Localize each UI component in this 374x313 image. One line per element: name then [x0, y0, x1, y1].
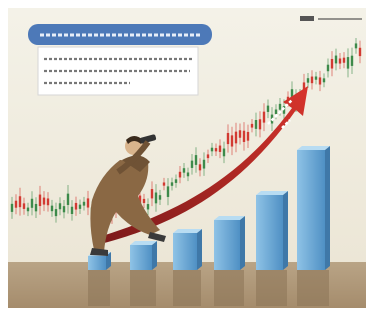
candle-body	[199, 164, 201, 170]
candle-body	[87, 198, 89, 207]
candle-body	[23, 203, 25, 209]
candle-body	[347, 57, 349, 69]
candle-body	[331, 59, 333, 69]
candle-body	[231, 135, 233, 146]
candle-body	[175, 179, 177, 183]
bar-front	[214, 220, 240, 270]
candle-body	[163, 182, 165, 185]
candle-body	[359, 48, 361, 56]
candle-body	[215, 148, 217, 151]
candle-body	[147, 204, 149, 209]
candle-body	[203, 160, 205, 169]
candle-body	[311, 77, 313, 84]
illustration	[0, 0, 374, 313]
candle-body	[43, 198, 45, 205]
candle-body	[67, 194, 69, 205]
candle-body	[79, 205, 81, 209]
bar-front	[297, 150, 325, 270]
candle-body	[259, 119, 261, 129]
candle-body	[191, 161, 193, 168]
bar-side	[152, 241, 157, 270]
bar-side	[325, 146, 330, 270]
candle-body	[319, 77, 321, 84]
bar-side	[197, 229, 202, 270]
candle-body	[343, 58, 345, 63]
candle-body	[15, 201, 17, 208]
marker-text	[300, 16, 314, 21]
candle-body	[167, 186, 169, 197]
candle-body	[243, 131, 245, 142]
candle-body	[47, 198, 49, 205]
candle-body	[71, 207, 73, 214]
bar-shadow	[130, 270, 156, 306]
candle-body	[339, 58, 341, 63]
candle-body	[75, 203, 77, 210]
candle-body	[155, 193, 157, 204]
candle-body	[171, 182, 173, 185]
bar-front	[256, 195, 283, 270]
bar-top	[297, 146, 330, 150]
candle-body	[27, 208, 29, 212]
bar-shadow	[256, 270, 287, 306]
candle-body	[19, 196, 21, 207]
candle-body	[55, 209, 57, 216]
candle-body	[31, 199, 33, 208]
candle-body	[51, 206, 53, 212]
candle-body	[11, 204, 13, 212]
candle-body	[183, 168, 185, 172]
bar-top	[256, 191, 288, 195]
candle-body	[151, 189, 153, 198]
candle-body	[195, 155, 197, 165]
candle-body	[187, 172, 189, 176]
candle-body	[307, 78, 309, 82]
bar-top	[173, 229, 202, 233]
candle-body	[227, 133, 229, 144]
candle-body	[211, 148, 213, 152]
candle-body	[219, 146, 221, 152]
candle-body	[207, 154, 209, 158]
bar-side	[240, 216, 245, 270]
candle-body	[159, 195, 161, 200]
candle-body	[351, 56, 353, 66]
candle-body	[179, 172, 181, 178]
candle-body	[59, 203, 61, 209]
bar-side	[283, 191, 288, 270]
candle-body	[315, 76, 317, 79]
bar-front	[130, 245, 152, 270]
bar-shadow	[297, 270, 329, 306]
candle-body	[63, 206, 65, 212]
candle-body	[251, 124, 253, 128]
candle-body	[323, 78, 325, 82]
candle-body	[235, 132, 237, 144]
bar-shadow	[88, 270, 110, 306]
candle-body	[83, 202, 85, 206]
bar-top	[214, 216, 245, 220]
candle-body	[255, 120, 257, 129]
candle-body	[239, 130, 241, 137]
candle-body	[279, 104, 281, 110]
bar-front	[173, 233, 197, 270]
candle-body	[35, 204, 37, 211]
candle-body	[263, 112, 265, 123]
candle-body	[355, 43, 357, 48]
candle-body	[143, 199, 145, 203]
candle-body	[267, 106, 269, 112]
candle-body	[247, 132, 249, 141]
candle-body	[39, 195, 41, 206]
candle-body	[223, 149, 225, 157]
candle-body	[275, 109, 277, 114]
bar-shadow	[173, 270, 201, 306]
candle-body	[335, 56, 337, 64]
bar-shadow	[214, 270, 244, 306]
bar-front	[88, 256, 106, 270]
candle-body	[327, 65, 329, 72]
